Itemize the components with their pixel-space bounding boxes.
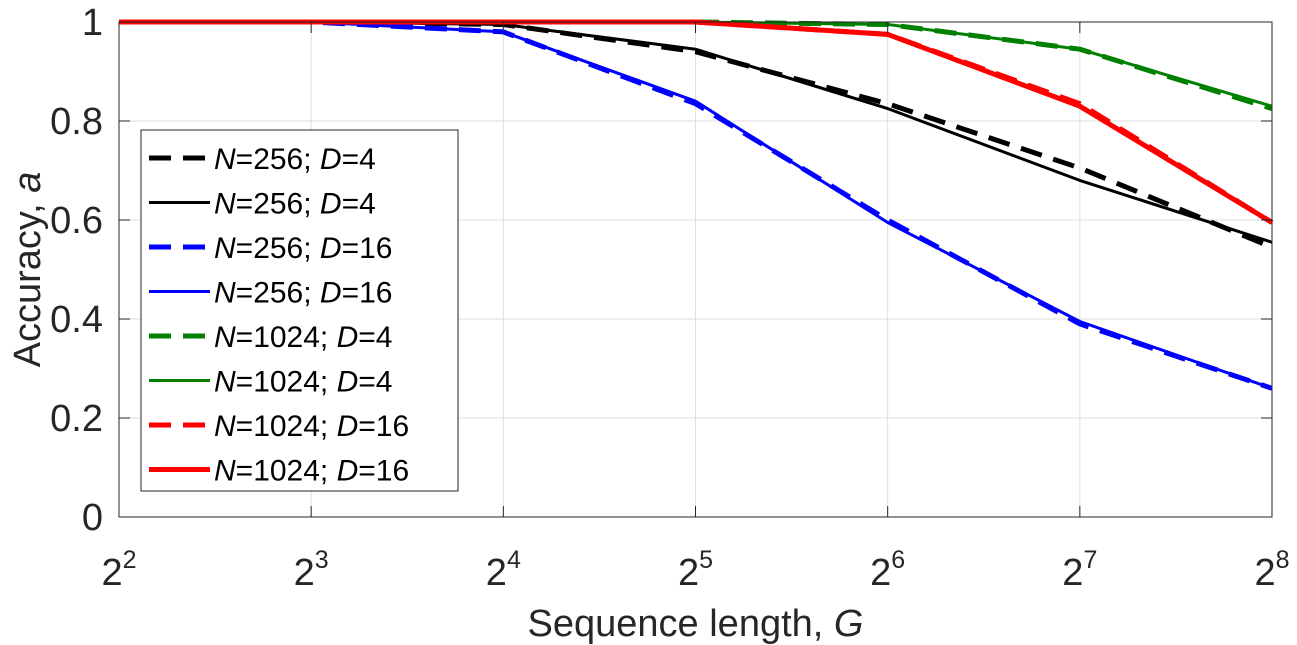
legend-label: N=256; D=16 xyxy=(214,232,392,265)
y-tick-label: 1 xyxy=(82,2,103,44)
y-tick-label: 0.8 xyxy=(50,101,103,143)
x-axis: 22 23 24 25 26 27 28 xyxy=(101,22,1290,594)
legend-label: N=1024; D=4 xyxy=(214,321,393,354)
legend-label: N=1024; D=16 xyxy=(214,410,409,443)
y-tick-label: 0 xyxy=(82,497,103,539)
y-tick-label: 0.6 xyxy=(50,200,103,242)
x-tick-label: 23 xyxy=(294,546,329,594)
legend-label: N=1024; D=16 xyxy=(214,455,409,488)
series-line-1 xyxy=(119,19,1273,250)
legend-label: N=256; D=4 xyxy=(214,188,376,221)
legend-entry: N=1024; D=16 xyxy=(149,455,409,488)
x-tick-label: 26 xyxy=(870,546,905,594)
x-tick-label: 24 xyxy=(486,546,521,594)
legend-label: N=1024; D=4 xyxy=(214,366,393,399)
legend-entry: N=256; D=4 xyxy=(149,143,376,176)
y-axis: 0 0.2 0.4 0.6 0.8 1 xyxy=(50,2,1272,539)
x-tick-label: 25 xyxy=(678,546,713,594)
x-tick-label: 22 xyxy=(101,546,136,594)
legend-label: N=256; D=16 xyxy=(214,277,392,310)
legend-entry: N=256; D=16 xyxy=(149,232,392,265)
y-tick-label: 0.2 xyxy=(50,398,103,440)
legend: N=256; D=4 N=256; D=4 N=256; D=16 N=256; D=… xyxy=(140,129,459,492)
legend-box xyxy=(140,129,459,492)
x-tick-label: 27 xyxy=(1062,546,1097,594)
y-tick-label: 0.4 xyxy=(50,299,103,341)
legend-entry: N=1024; D=4 xyxy=(149,321,393,354)
legend-entry: N=256; D=16 xyxy=(149,277,392,310)
x-tick-label: 28 xyxy=(1254,546,1289,594)
series-line-3 xyxy=(119,19,1273,391)
legend-entry: N=1024; D=16 xyxy=(149,410,409,443)
x-axis-label: Sequence length, G xyxy=(528,603,864,645)
y-axis-label: Accuracy, a xyxy=(7,172,49,368)
legend-entry: N=256; D=4 xyxy=(149,188,376,221)
legend-label: N=256; D=4 xyxy=(214,143,376,176)
legend-entry: N=1024; D=4 xyxy=(149,366,393,399)
